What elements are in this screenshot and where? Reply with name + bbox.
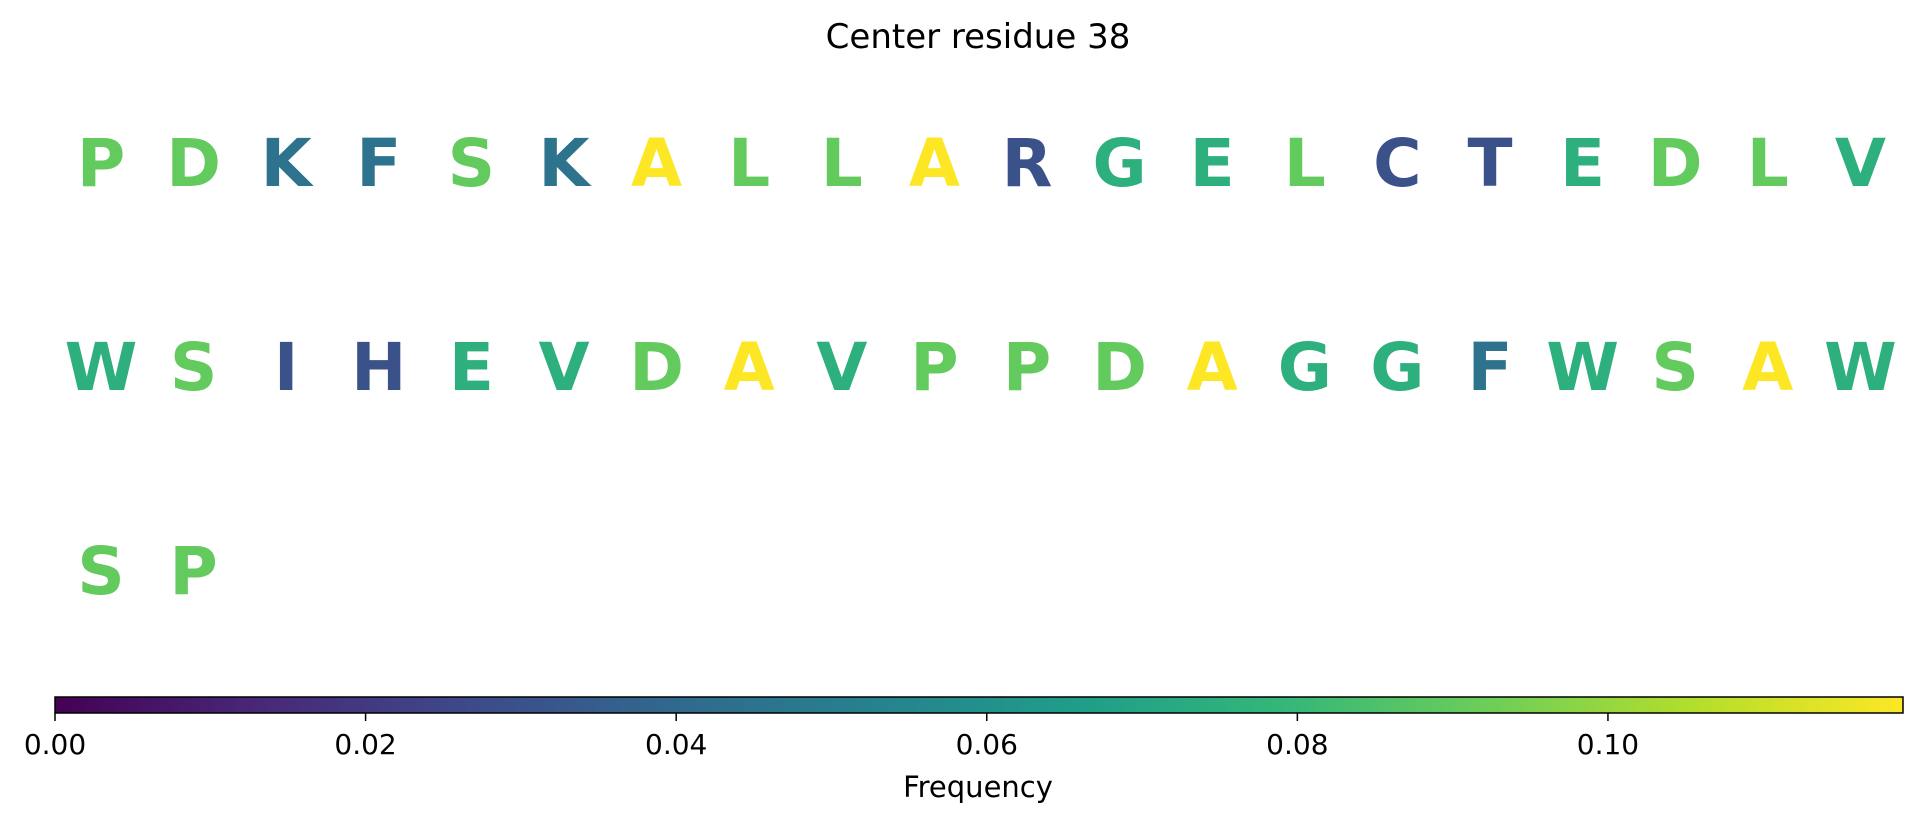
residue-letter: L (1284, 125, 1326, 202)
residue-grid: P D K F S K A L L A R G E L C T E D L VW S I H E V D A V P P D A G G F W S A W… (65, 125, 1897, 610)
residue-letter: S (170, 329, 218, 406)
residue-letter: K (261, 125, 315, 202)
colorbar-tick-label: 0.10 (1577, 728, 1639, 761)
residue-letter: S (77, 533, 125, 610)
colorbar-tick-label: 0.06 (956, 728, 1018, 761)
residue-letter: L (728, 125, 770, 202)
colorbar-tick-label: 0.08 (1266, 728, 1328, 761)
residue-letter: V (816, 329, 867, 406)
residue-letter: R (1002, 125, 1053, 202)
residue-letter: P (910, 329, 958, 406)
residue-letter: K (538, 125, 592, 202)
residue-letter: D (166, 125, 221, 202)
residue-letter: C (1373, 125, 1421, 202)
residue-letter: E (449, 329, 494, 406)
chart-title: Center residue 38 (826, 17, 1131, 57)
residue-letter: D (1092, 329, 1147, 406)
residue-letter: T (1467, 125, 1512, 202)
residue-letter: W (65, 329, 138, 406)
residue-letter: P (77, 125, 125, 202)
colorbar-gradient (54, 696, 1904, 714)
colorbar-tick-label: 0.00 (24, 728, 86, 761)
residue-letter: W (1824, 329, 1897, 406)
residue-letter: A (909, 125, 960, 202)
colorbar-tick-label: 0.04 (645, 728, 707, 761)
residue-letter: E (1560, 125, 1605, 202)
residue-letter: A (1187, 329, 1238, 406)
residue-letter: F (356, 125, 401, 202)
colorbar-label: Frequency (903, 770, 1053, 804)
residue-letter: L (821, 125, 863, 202)
residue-letter: H (351, 329, 406, 406)
colorbar: 0.00 0.02 0.04 0.06 0.08 0.10 Frequency (24, 696, 1904, 804)
residue-letter: S (448, 125, 496, 202)
residue-letter: L (1747, 125, 1789, 202)
residue-letter: A (631, 125, 682, 202)
residue-letter: A (724, 329, 775, 406)
residue-letter: D (1648, 125, 1703, 202)
residue-letter: E (1190, 125, 1235, 202)
residue-letter: G (1370, 329, 1424, 406)
colorbar-tick-label: 0.02 (334, 728, 396, 761)
residue-letter: D (629, 329, 684, 406)
colorbar-ticks: 0.00 0.02 0.04 0.06 0.08 0.10 (24, 713, 1639, 761)
residue-letter: V (538, 329, 589, 406)
residue-letter: P (1003, 329, 1051, 406)
residue-letter: G (1278, 329, 1332, 406)
residue-letter: I (274, 329, 299, 406)
residue-letter: G (1093, 125, 1147, 202)
residue-letter: V (1835, 125, 1886, 202)
residue-letter: P (169, 533, 217, 610)
residue-letter: F (1467, 329, 1512, 406)
residue-letter: A (1742, 329, 1793, 406)
residue-letter: W (1546, 329, 1619, 406)
residue-letter: S (1651, 329, 1699, 406)
